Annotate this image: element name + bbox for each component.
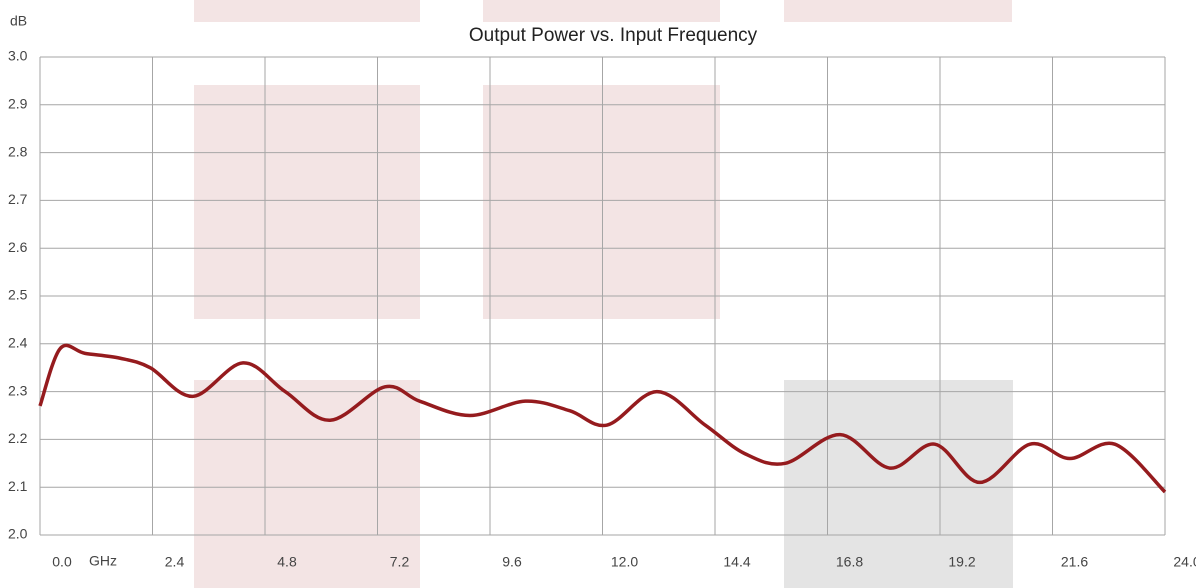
x-tick-label: 24.0 [1173,554,1196,570]
x-tick-label: 14.4 [723,554,750,570]
x-tick-label: 16.8 [836,554,863,570]
y-tick-label: 2.8 [8,143,28,159]
y-tick-label: 2.5 [8,287,28,303]
y-tick-label: 2.3 [8,382,28,398]
y-tick-label: 3.0 [8,48,28,64]
chart-title: Output Power vs. Input Frequency [469,25,758,46]
data-line [38,343,1167,494]
x-tick-label: 7.2 [390,554,410,570]
y-tick-label: 2.0 [8,526,28,542]
x-tick-label: 0.0 [52,554,72,570]
background-decor [194,0,1013,588]
y-tick-label: 2.2 [8,430,28,446]
x-tick-label: 9.6 [502,554,522,570]
y-tick-label: 2.4 [8,335,28,351]
y-tick-label: 2.1 [8,478,28,494]
x-axis-label: GHz [89,553,117,569]
x-tick-label: 12.0 [611,554,638,570]
y-tick-label: 2.9 [8,96,28,112]
x-tick-label: 4.8 [277,554,297,570]
x-tick-label: 19.2 [948,554,975,570]
y-tick-label: 2.7 [8,191,28,207]
y-tick-label: 2.6 [8,239,28,255]
x-tick-label: 21.6 [1061,554,1088,570]
x-tick-label: 2.4 [165,554,185,570]
y-axis-label: dB [10,13,27,29]
